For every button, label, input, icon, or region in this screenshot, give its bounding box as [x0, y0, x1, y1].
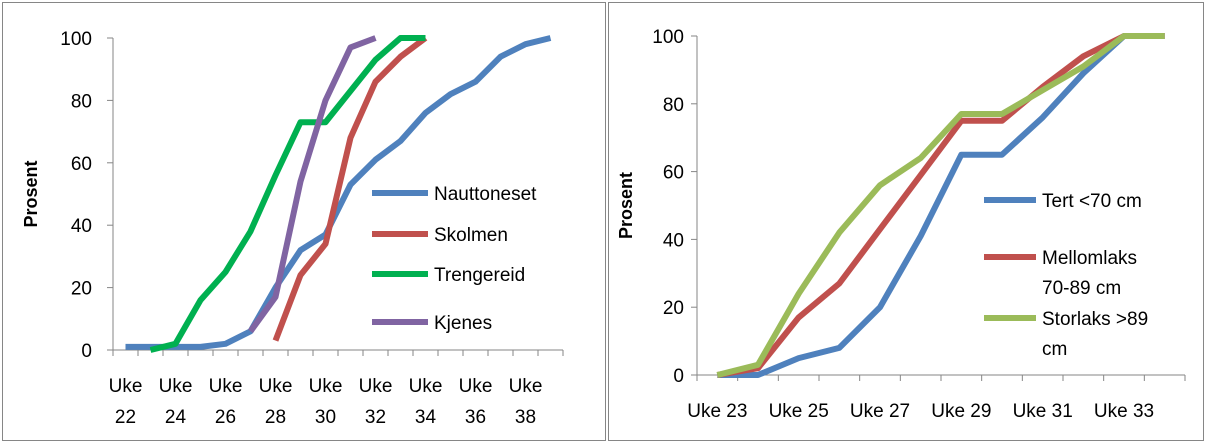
x-tick-label-line: Uke — [309, 376, 343, 397]
y-tick-label: 20 — [71, 279, 92, 300]
y-tick-label: 40 — [71, 216, 92, 237]
y-tick-label: 20 — [663, 298, 684, 319]
series-line-0 — [125, 35, 552, 350]
x-tick-label-line: Uke — [209, 376, 243, 397]
legend-label-line: cm — [1042, 339, 1067, 360]
x-tick-label: Uke 22 — [109, 376, 143, 428]
x-tick-label: Uke 33 — [1094, 401, 1154, 422]
x-tick-label: Uke 38 — [509, 376, 543, 428]
x-tick-label: Uke 28 — [259, 376, 293, 428]
legend-label: Kjenes — [434, 313, 492, 334]
series-line-1 — [716, 33, 1165, 378]
y-tick-label: 80 — [71, 91, 92, 112]
x-tick-label-line: 36 — [465, 407, 486, 428]
x-tick-label: Uke 29 — [931, 401, 991, 422]
legend-label: Trengereid — [434, 265, 525, 286]
series-line-3 — [248, 35, 377, 334]
x-tick-label: Uke 23 — [687, 401, 747, 422]
x-tick-label-line: Uke — [409, 376, 443, 397]
chart-panel-right — [608, 2, 1204, 441]
x-tick-label-line: 28 — [265, 407, 286, 428]
y-tick-label: 100 — [60, 29, 92, 50]
x-tick-label-line: Uke — [509, 376, 543, 397]
x-tick-label-line: 26 — [215, 407, 236, 428]
legend-label: Storlaks >89 cm — [1042, 309, 1148, 360]
legend-label: Skolmen — [434, 225, 508, 246]
y-tick-label: 80 — [663, 95, 684, 116]
x-tick-label: Uke 26 — [209, 376, 243, 428]
x-tick-label-line: 34 — [415, 407, 437, 428]
x-tick-label-line: Uke — [259, 376, 293, 397]
y-tick-label: 0 — [673, 366, 684, 387]
x-tick-label-line: Uke — [359, 376, 393, 397]
legend-label-line: Storlaks >89 — [1042, 309, 1148, 330]
x-tick-label: Uke 27 — [850, 401, 910, 422]
legend-label-line: Mellomlaks — [1042, 248, 1137, 269]
legend-label: Mellomlaks 70-89 cm — [1042, 248, 1137, 299]
x-tick-label: Uke 25 — [769, 401, 829, 422]
series-line-2 — [149, 35, 426, 353]
x-tick-label: Uke 34 — [409, 376, 443, 428]
x-tick-label-line: 32 — [365, 407, 386, 428]
series-line-0 — [717, 33, 1165, 378]
x-tick-label-line: Uke — [159, 376, 193, 397]
legend-label-line: 70-89 cm — [1042, 278, 1121, 299]
legend-label-line: Tert <70 cm — [1042, 191, 1142, 212]
chart-panel-left — [2, 2, 606, 441]
legend-label: Nauttoneset — [434, 184, 537, 205]
series-line-2 — [716, 33, 1165, 378]
x-tick-label: Uke 24 — [159, 376, 193, 428]
x-tick-label: Uke 30 — [309, 376, 343, 428]
series-line-1 — [272, 35, 428, 342]
x-tick-label-line: 24 — [165, 407, 187, 428]
y-tick-label: 40 — [663, 230, 684, 251]
x-tick-label: Uke 36 — [459, 376, 493, 428]
y-tick-label: 0 — [81, 341, 92, 362]
x-tick-label: Uke 32 — [359, 376, 393, 428]
y-tick-label: 60 — [663, 163, 684, 184]
chart-right: 0 20 40 60 80 100 Uke 23 Uke 25 Uke 27 Uke 29 Uke … — [616, 27, 1186, 422]
y-axis-title: Prosent — [21, 160, 41, 227]
x-tick-label-line: 30 — [315, 407, 336, 428]
x-tick-label-line: Uke — [109, 376, 143, 397]
y-tick-label: 60 — [71, 154, 92, 175]
x-tick-label: Uke 31 — [1013, 401, 1073, 422]
y-tick-label: 100 — [652, 27, 684, 48]
x-tick-label-line: 38 — [515, 407, 536, 428]
legend-label: Tert <70 cm — [1042, 191, 1142, 212]
x-tick-label-line: Uke — [459, 376, 493, 397]
y-axis-title: Prosent — [616, 172, 636, 239]
x-tick-label-line: 22 — [115, 407, 136, 428]
